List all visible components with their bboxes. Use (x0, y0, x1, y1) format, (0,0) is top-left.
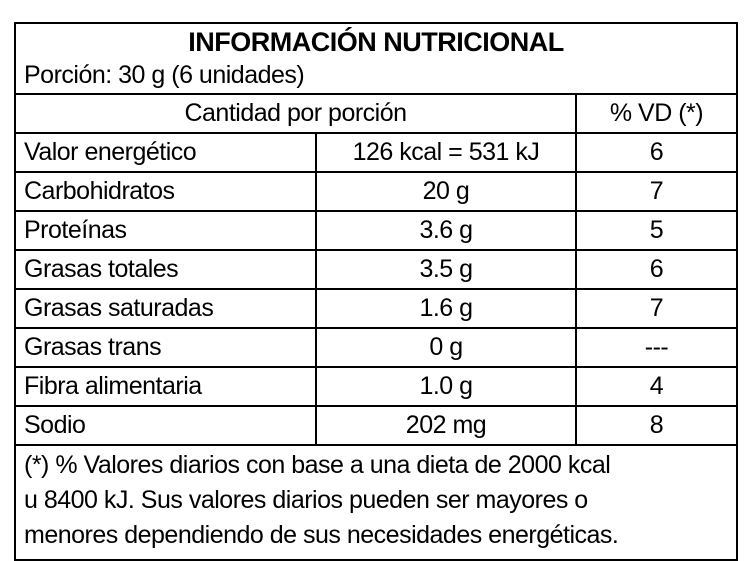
column-header-amount: Cantidad por porción (14, 93, 577, 134)
table-row: Proteínas 3.6 g 5 (14, 210, 738, 251)
nutrient-name: Grasas trans (14, 327, 317, 368)
nutrient-amount: 1.6 g (315, 288, 577, 329)
table-row: Carbohidratos 20 g 7 (14, 171, 738, 212)
nutrition-table: INFORMACIÓN NUTRICIONAL Porción: 30 g (6… (14, 22, 738, 561)
footnote-line-1: (*) % Valores diarios con base a una die… (24, 451, 611, 479)
table-row: Grasas totales 3.5 g 6 (14, 249, 738, 290)
nutrient-dv: 7 (575, 288, 738, 329)
nutrient-name: Carbohidratos (14, 171, 317, 212)
table-row: Sodio 202 mg 8 (14, 405, 738, 446)
nutrient-dv: 7 (575, 171, 738, 212)
nutrient-name: Sodio (14, 405, 317, 446)
nutrient-name: Grasas saturadas (14, 288, 317, 329)
table-row-title: INFORMACIÓN NUTRICIONAL Porción: 30 g (6… (14, 22, 738, 95)
serving-size: Porción: 30 g (6 unidades) (24, 60, 305, 89)
table-row: Valor energético 126 kcal = 531 kJ 6 (14, 132, 738, 173)
nutrient-amount: 0 g (315, 327, 577, 368)
nutrient-name: Fibra alimentaria (14, 366, 317, 407)
nutrient-dv: 6 (575, 249, 738, 290)
footnote-line-3: menores dependiendo de sus necesidades e… (24, 521, 619, 549)
nutrient-amount: 20 g (315, 171, 577, 212)
nutrient-dv: 8 (575, 405, 738, 446)
table-row-footnote: (*) % Valores diarios con base a una die… (14, 444, 738, 561)
table-row: Grasas trans 0 g --- (14, 327, 738, 368)
nutrient-dv: 5 (575, 210, 738, 251)
nutrient-dv: --- (575, 327, 738, 368)
table-row: Grasas saturadas 1.6 g 7 (14, 288, 738, 329)
nutrient-amount: 202 mg (315, 405, 577, 446)
nutrient-name: Grasas totales (14, 249, 317, 290)
nutrient-name: Valor energético (14, 132, 317, 173)
table-title: INFORMACIÓN NUTRICIONAL (188, 27, 564, 57)
table-row: Fibra alimentaria 1.0 g 4 (14, 366, 738, 407)
nutrient-dv: 4 (575, 366, 738, 407)
column-header-dv: % VD (*) (575, 93, 738, 134)
nutrient-name: Proteínas (14, 210, 317, 251)
nutrient-amount: 126 kcal = 531 kJ (315, 132, 577, 173)
nutrient-amount: 3.5 g (315, 249, 577, 290)
nutrient-amount: 1.0 g (315, 366, 577, 407)
table-row-header: Cantidad por porción % VD (*) (14, 93, 738, 134)
footnote-line-2: u 8400 kJ. Sus valores diarios pueden se… (24, 486, 588, 514)
nutrient-amount: 3.6 g (315, 210, 577, 251)
nutrient-dv: 6 (575, 132, 738, 173)
